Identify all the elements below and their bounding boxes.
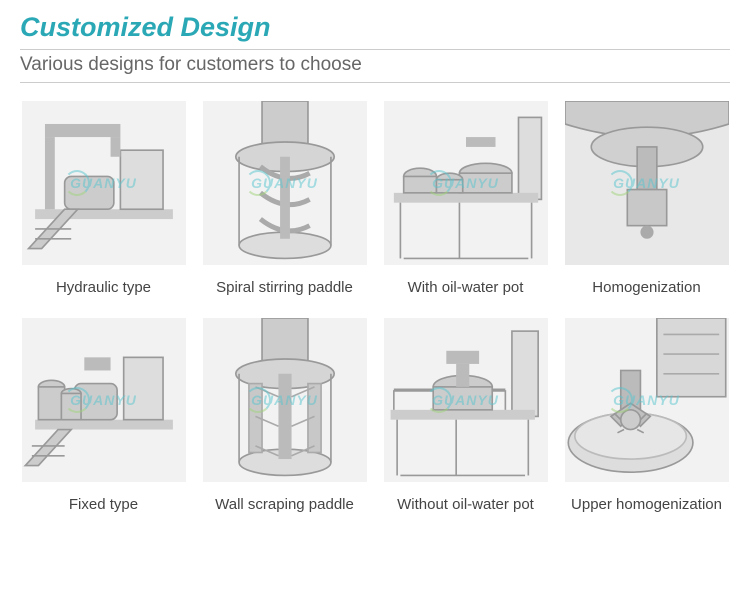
design-caption: Fixed type — [69, 496, 138, 513]
design-tile: GUANYU With oil-water pot — [382, 101, 549, 296]
design-caption: Wall scraping paddle — [215, 496, 354, 513]
design-caption: Homogenization — [592, 279, 700, 296]
machine-illustration — [203, 318, 367, 482]
design-tile: GUANYU Hydraulic type — [20, 101, 187, 296]
design-thumb: GUANYU — [384, 318, 548, 482]
machine-illustration — [565, 318, 729, 482]
design-caption: Spiral stirring paddle — [216, 279, 353, 296]
design-caption: With oil-water pot — [408, 279, 524, 296]
design-thumb: GUANYU — [203, 318, 367, 482]
machine-illustration — [384, 318, 548, 482]
design-tile: GUANYU Fixed type — [20, 318, 187, 513]
design-tile: GUANYU Upper homogenization — [563, 318, 730, 513]
design-caption: Without oil-water pot — [397, 496, 534, 513]
machine-illustration — [22, 318, 186, 482]
design-tile: GUANYU Without oil-water pot — [382, 318, 549, 513]
design-thumb: GUANYU — [22, 318, 186, 482]
design-caption: Hydraulic type — [56, 279, 151, 296]
design-tile: GUANYU Spiral stirring paddle — [201, 101, 368, 296]
machine-illustration — [203, 101, 367, 265]
design-row-1: GUANYU Hydraulic type GUANYU Spiral stir… — [20, 101, 730, 296]
design-thumb: GUANYU — [565, 101, 729, 265]
design-tile: GUANYU Homogenization — [563, 101, 730, 296]
section-subtitle-text: Various designs for customers to choose — [20, 54, 362, 75]
design-caption: Upper homogenization — [571, 496, 722, 513]
machine-illustration — [384, 101, 548, 265]
machine-illustration — [565, 101, 729, 265]
machine-illustration — [22, 101, 186, 265]
section-title-text: Customized Design — [20, 12, 271, 42]
design-tile: GUANYU Wall scraping paddle — [201, 318, 368, 513]
design-thumb: GUANYU — [565, 318, 729, 482]
design-row-2: GUANYU Fixed type GUANYU Wall scraping p… — [20, 318, 730, 513]
design-thumb: GUANYU — [384, 101, 548, 265]
design-thumb: GUANYU — [22, 101, 186, 265]
section-title: Customized Design — [20, 12, 730, 50]
section-subtitle: Various designs for customers to choose — [20, 54, 730, 83]
design-thumb: GUANYU — [203, 101, 367, 265]
